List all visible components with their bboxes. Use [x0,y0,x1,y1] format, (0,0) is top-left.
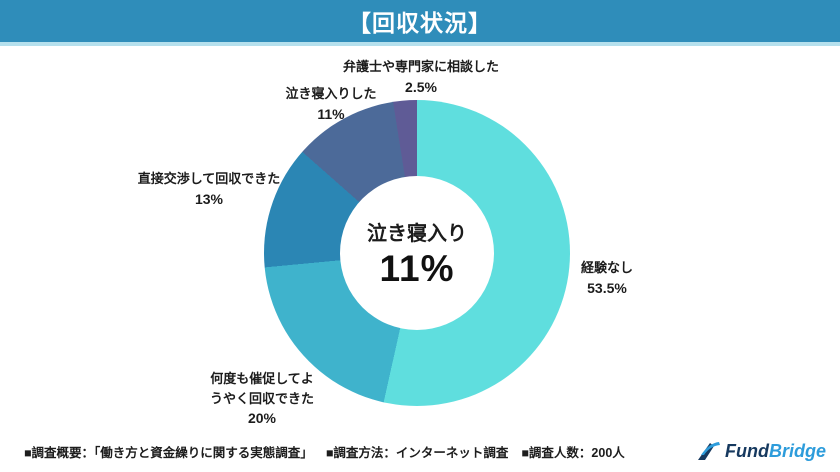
slice-label-gave-up: 泣き寝入りした 11% [285,84,376,125]
page-title: 【回収状況】 [348,10,492,36]
fundbridge-logo-icon [697,441,721,461]
slice-label-no-experience: 経験なし 53.5% [581,258,633,299]
slice-label-pct: 2.5% [405,78,437,95]
donut-center-label: 泣き寝入り [367,222,467,245]
slice-label-pct: 20% [247,410,277,426]
slice-label-repeated-reminders: 何度も催促してようやく回収できた 20% [207,369,317,429]
survey-method: ■調査方法：インターネット調査 [325,445,509,460]
slice-label-text: 何度も催促してようやく回収できた [209,371,314,406]
slice-label-direct-negotiation: 直接交渉して回収できた 13% [138,169,281,210]
slice-label-pct: 13% [194,190,224,207]
slice-label-text: 弁護士や専門家に相談した [342,59,500,74]
slice-label-pct: 11% [317,105,345,122]
slice-label-text: 直接交渉して回収できた [137,171,281,186]
slice-label-text: 泣き寝入りした [285,86,377,101]
logo-bridge: Bridge [768,440,826,461]
survey-overview: ■調査概要：「働き方と資金繰りに関する実態調査」 [24,445,313,460]
donut-center-value: 11% [379,247,455,289]
logo-fund: Fund [725,440,769,461]
donut-chart: 泣き寝入り 11% [264,100,570,406]
header-bar: 【回収状況】 [0,0,840,42]
fundbridge-logo: FundBridge [697,441,826,462]
slice-label-consulted-expert: 弁護士や専門家に相談した 2.5% [343,57,499,98]
survey-count: ■調査人数：200人 [521,445,625,460]
fundbridge-logo-text: FundBridge [725,441,826,462]
footer-bar: ■調査概要：「働き方と資金繰りに関する実態調査」 ■調査方法：インターネット調査… [0,436,840,472]
slice-label-text: 経験なし [580,260,634,275]
survey-info: ■調査概要：「働き方と資金繰りに関する実態調査」 ■調査方法：インターネット調査… [24,442,625,461]
header-underline [0,42,840,46]
slice-label-pct: 53.5% [587,279,627,296]
donut-hole: 泣き寝入り 11% [340,176,494,330]
